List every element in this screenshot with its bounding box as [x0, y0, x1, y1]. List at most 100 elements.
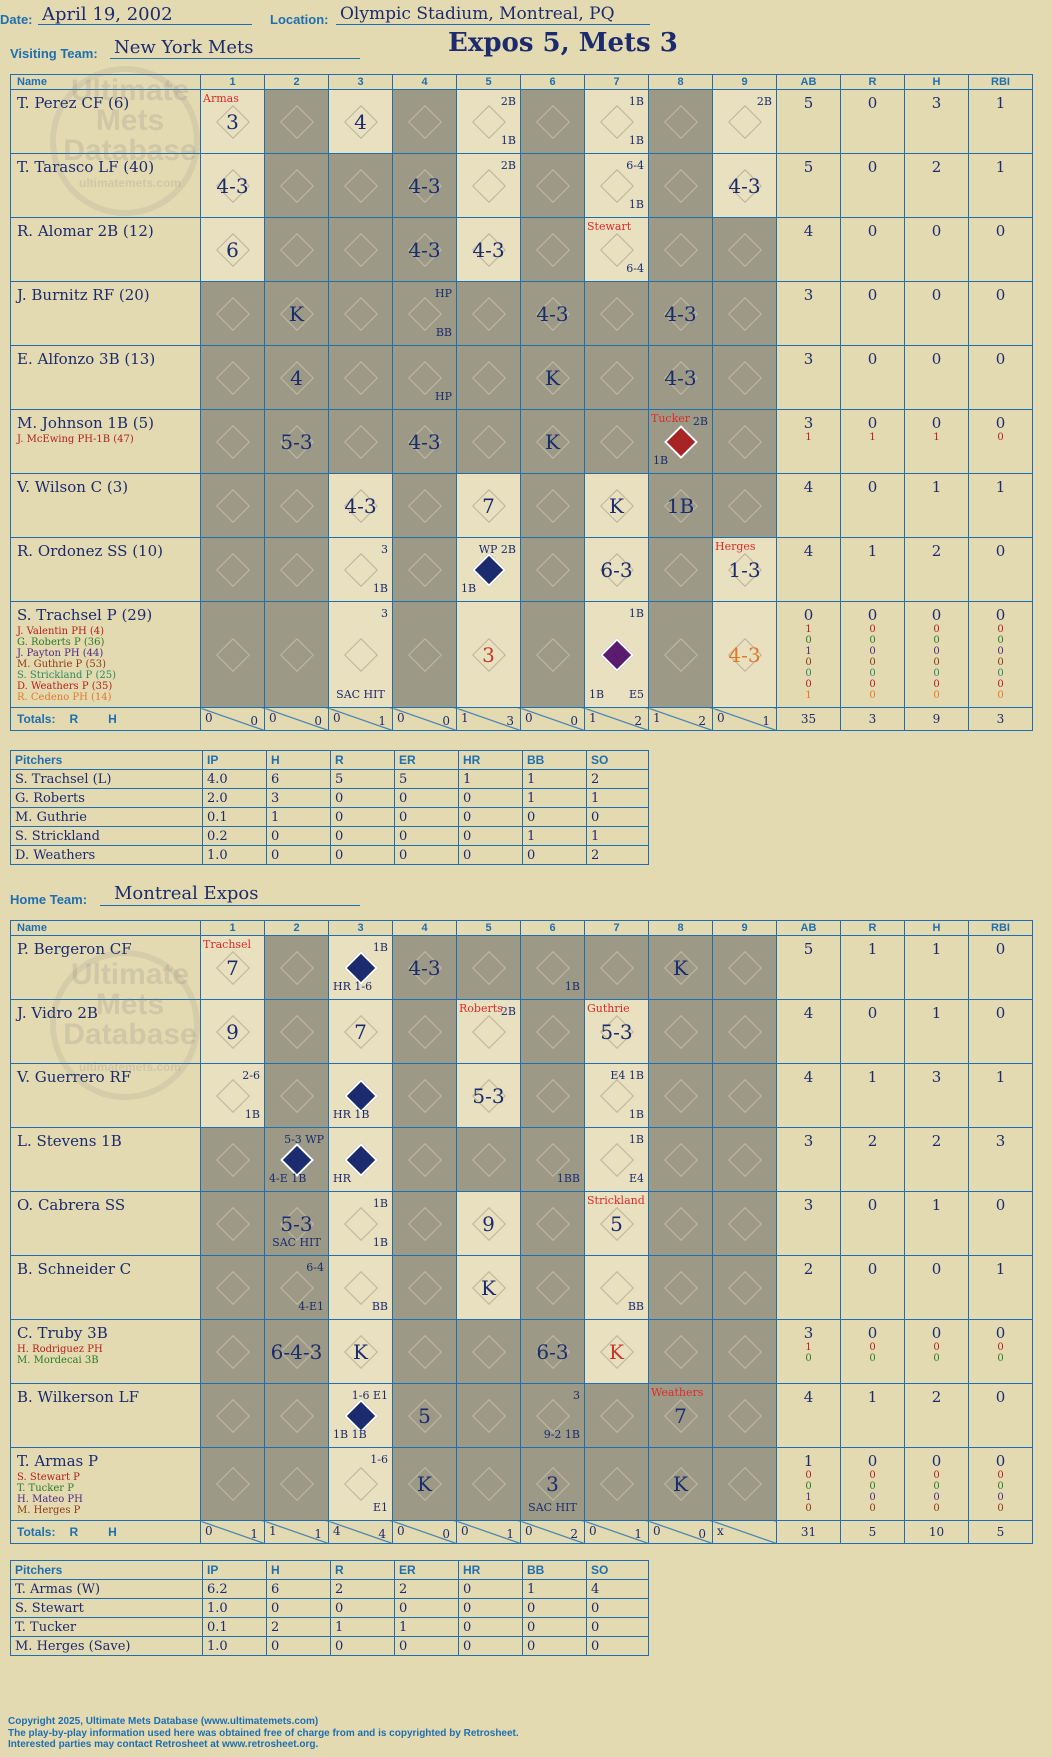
inning-header: 3: [328, 74, 393, 90]
footer-retrosheet-notice: The play-by-play information used here w…: [8, 1728, 519, 1739]
pitcher-stat-value: 0: [330, 845, 395, 865]
base-notation: BB: [435, 326, 452, 339]
stat-value: 0: [869, 1492, 876, 1503]
base-notation: 2B: [500, 1005, 516, 1018]
inning-hits: 0: [250, 714, 258, 728]
diamond: [343, 296, 378, 331]
batter-stat-cell: 0: [904, 1255, 969, 1320]
at-bat-cell: 4-3: [648, 281, 713, 346]
diamond: [407, 488, 442, 523]
at-bat-cell: [456, 409, 521, 474]
stat-header: R: [840, 74, 905, 90]
stat-value: 0: [997, 668, 1004, 679]
inning-runs: 1: [269, 1524, 277, 1538]
batter-stat-cell: 0: [840, 217, 905, 282]
batter-name: R. Alomar 2B (12): [17, 222, 154, 240]
pitcher-row: S. Trachsel (L) 4.0 6 5 5 1 1 2: [10, 769, 649, 789]
batter-row: R. Ordonez SS (10) 3 1B WP 2B 1B 6-3 1-3 Herges…: [10, 537, 1033, 602]
pitcher-row: S. Stewart 1.0 0 0 0 0 0 0: [10, 1598, 649, 1618]
at-bat-cell: 4-3: [712, 153, 777, 218]
at-bat-cell: 4: [328, 89, 393, 154]
pitcher-stat-value: 0: [394, 1598, 459, 1618]
pitcher-stat-value: 0: [586, 1598, 649, 1618]
at-bat-cell: [200, 473, 265, 538]
stat-value: 0: [867, 606, 878, 624]
pitcher-stat-header: ER: [394, 1560, 459, 1580]
stat-value: 0: [995, 222, 1006, 240]
diamond: [215, 1270, 250, 1305]
at-bat-cell: [200, 537, 265, 602]
pitcher-stat-value: 0: [458, 1636, 523, 1656]
at-bat-cell: [520, 601, 585, 708]
at-bat-cell: K: [520, 409, 585, 474]
batter-row: E. Alfonzo 3B (13) 4 HP K 4-3 3 0 0 0: [10, 345, 1033, 410]
at-bat-cell: 3 Armas: [200, 89, 265, 154]
stat-value: 2: [867, 1132, 878, 1150]
stat-value: 5: [803, 158, 814, 176]
inning-header: 6: [520, 920, 585, 936]
batter-row: L. Stevens 1B 5-3 WP 4-E 1B HR 1BB 1B E4 3 2 2 3: [10, 1127, 1033, 1192]
pitcher-name: S. Stewart: [10, 1598, 203, 1618]
stat-total: 9: [904, 707, 969, 731]
stat-header: H: [904, 920, 969, 936]
batter-name: V. Wilson C (3): [17, 478, 129, 496]
diamond: [343, 168, 378, 203]
batter-stat-cell: 0: [968, 1191, 1033, 1256]
at-bat-cell: [264, 1447, 329, 1521]
at-bat-cell: 1B: [520, 935, 585, 1000]
pitcher-stat-value: 0: [586, 1617, 649, 1637]
stat-value: 1: [995, 478, 1006, 496]
at-bat-cell: 6-3: [520, 1319, 585, 1384]
at-bat-cell: 1B 1B: [584, 89, 649, 154]
diamond: [599, 950, 634, 985]
stat-total: 3: [840, 707, 905, 731]
play-notation: 5: [418, 1403, 431, 1428]
inning-runs: 0: [653, 1524, 661, 1538]
location-label: Location:: [270, 12, 329, 27]
batter-stat-cell: 2: [904, 1127, 969, 1192]
pitcher-name: M. Herges (Save): [10, 1636, 203, 1656]
base-notation: 1-6 E1: [351, 1389, 388, 1402]
diamond: [663, 1334, 698, 1369]
pitcher-stat-value: 0: [522, 807, 587, 827]
base-notation: 1B: [244, 1108, 260, 1121]
at-bat-cell: [712, 345, 777, 410]
pitcher-stat-value: 5: [330, 769, 395, 789]
substitute-name: T. Tucker P: [17, 1483, 74, 1494]
inning-runs: 0: [397, 711, 405, 725]
base-notation: HR: [333, 1172, 351, 1185]
inning-hits: 0: [698, 1527, 706, 1541]
stat-value: 1: [805, 690, 812, 701]
at-bat-cell: [520, 537, 585, 602]
batter-stat-cell: 0: [840, 345, 905, 410]
batter-name: R. Ordonez SS (10): [17, 542, 163, 560]
batter-stat-cell: 1: [968, 89, 1033, 154]
substitute-name: M. Mordecai 3B: [17, 1355, 99, 1366]
totals-row: Totals: R H 0 0 0 0 0 1 0 0 1 3 0 0 1 2 1 2 0 1 35 3 9 3: [10, 707, 1033, 731]
stat-value: 2: [931, 158, 942, 176]
stat-value: 1: [867, 1388, 878, 1406]
batter-stat-cell: 1: [968, 1063, 1033, 1128]
stat-value: 1: [805, 646, 812, 657]
stat-value: 5: [803, 940, 814, 958]
stat-value: 0: [995, 414, 1006, 432]
stat-value: 3: [803, 1196, 814, 1214]
batter-name: T. Perez CF (6): [17, 94, 130, 112]
batter-stat-cell: 2: [904, 537, 969, 602]
stat-header: H: [904, 74, 969, 90]
play-notation: 4-3: [728, 642, 761, 667]
pitcher-stat-value: 0: [458, 1579, 523, 1599]
at-bat-cell: [456, 1127, 521, 1192]
at-bat-cell: 5-3 SAC HIT: [264, 1191, 329, 1256]
stat-value: 0: [869, 635, 876, 646]
base-notation: BB: [371, 1300, 388, 1313]
base-notation: HP: [435, 287, 452, 300]
pitcher-stat-value: 2.0: [202, 788, 267, 808]
base-notation: 1B: [628, 1133, 644, 1146]
pitcher-stat-value: 0: [458, 826, 523, 846]
stat-value: 0: [867, 414, 878, 432]
stat-value: 0: [995, 1452, 1006, 1470]
diamond: [279, 552, 314, 587]
stat-value: 0: [933, 690, 940, 701]
at-bat-cell: [264, 1063, 329, 1128]
